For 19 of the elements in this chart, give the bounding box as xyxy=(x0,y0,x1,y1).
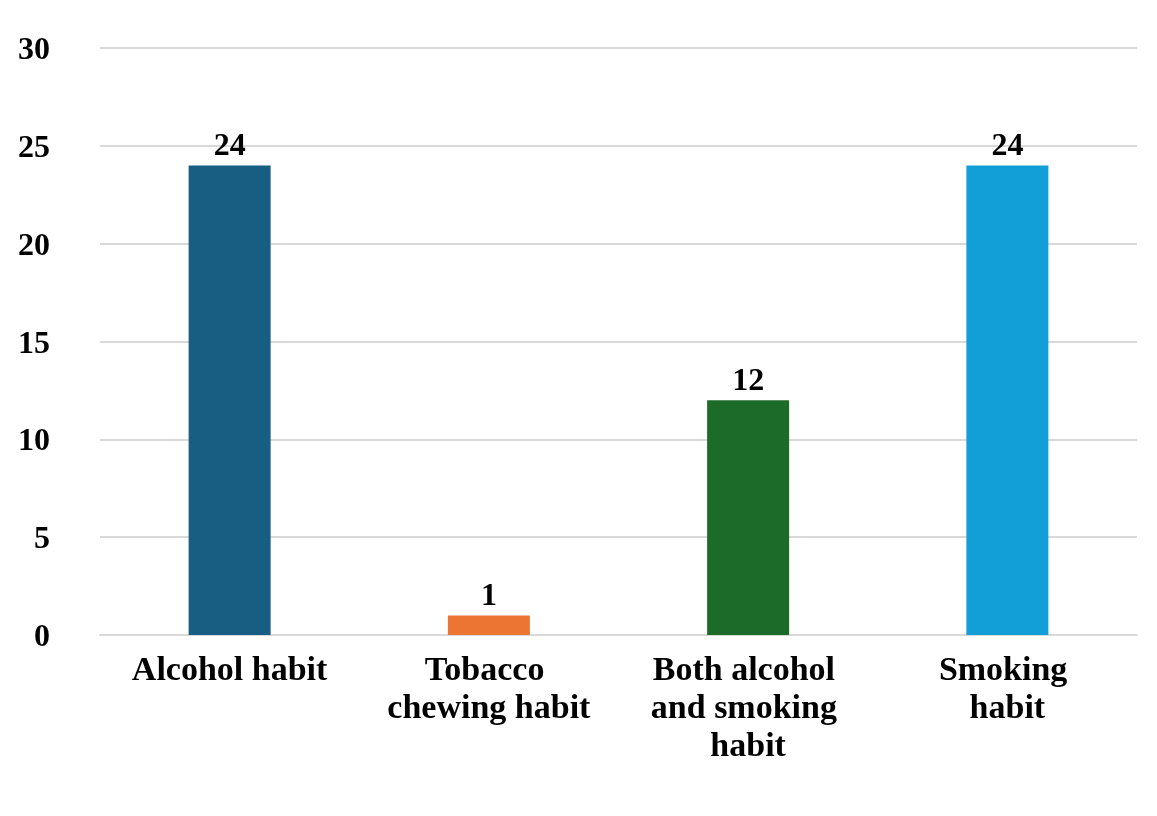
x-tick-label: Alcohol habit xyxy=(131,649,329,687)
bar xyxy=(966,165,1049,635)
data-label: 24 xyxy=(213,126,246,163)
data-label: 1 xyxy=(480,576,497,613)
bar xyxy=(447,615,530,635)
bar xyxy=(188,165,271,635)
bar xyxy=(707,400,790,635)
y-tick-label: 5 xyxy=(34,519,50,556)
y-tick-label: 30 xyxy=(18,30,50,66)
data-label: 12 xyxy=(732,361,765,398)
x-tick-label: Both alcohol and smoking habit xyxy=(650,649,846,763)
data-label: 24 xyxy=(991,126,1024,163)
x-tick-label: Tobacco chewing habit xyxy=(387,649,592,725)
y-tick-label: 25 xyxy=(18,127,50,164)
y-tick-label: 15 xyxy=(18,323,50,360)
y-tick-label: 0 xyxy=(34,617,50,653)
y-tick-label: 20 xyxy=(18,225,50,262)
x-tick-label: Smoking habit xyxy=(938,649,1076,725)
y-tick-label: 10 xyxy=(18,421,50,458)
